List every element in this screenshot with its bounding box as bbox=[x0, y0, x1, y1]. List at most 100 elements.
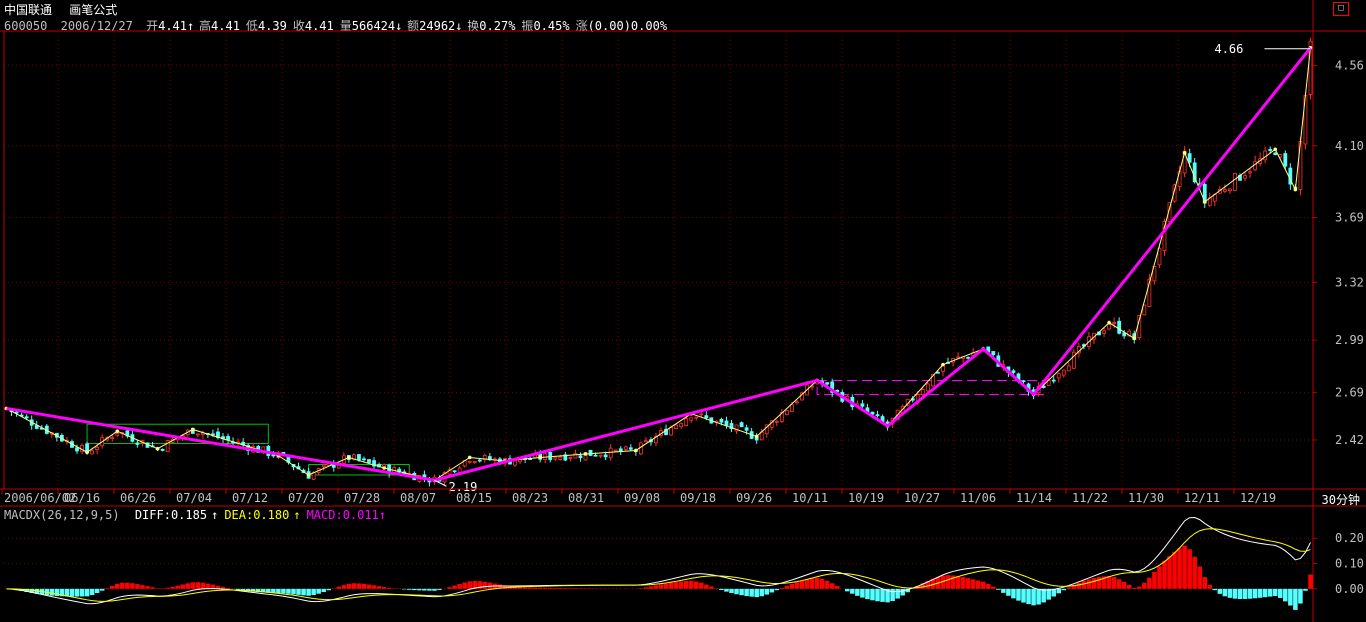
quote-value: 0.27% bbox=[479, 19, 516, 33]
candle bbox=[553, 457, 558, 462]
x-tick-label: 12/11 bbox=[1184, 491, 1220, 505]
candlestick-series bbox=[4, 37, 1313, 487]
candle bbox=[1142, 304, 1147, 316]
candle-body bbox=[1157, 247, 1162, 266]
title-line: 中国联通 画笔公式 bbox=[4, 1, 117, 18]
candle-body bbox=[588, 449, 593, 456]
candle bbox=[1056, 372, 1061, 383]
quote-item: 量566424↓ bbox=[340, 19, 403, 33]
y-tick-label: 3.32 bbox=[1335, 275, 1364, 289]
x-tick-label: 07/28 bbox=[344, 491, 380, 505]
candle bbox=[618, 446, 623, 456]
candle-body bbox=[628, 447, 633, 450]
candle-body bbox=[452, 470, 457, 473]
trend-series: 2.19 4.66 bbox=[6, 42, 1312, 494]
candle bbox=[679, 422, 684, 429]
candle bbox=[1263, 146, 1268, 164]
candle bbox=[1066, 362, 1071, 372]
candle-body bbox=[24, 416, 29, 419]
consolidation-box bbox=[86, 423, 269, 444]
candle-body bbox=[1061, 369, 1066, 376]
macd-dea-value: DEA:0.180 bbox=[224, 508, 290, 522]
zigzag-point bbox=[1132, 336, 1137, 341]
candle-body bbox=[1056, 373, 1061, 379]
zigzag-point bbox=[634, 448, 638, 453]
y-tick-label: 4.10 bbox=[1335, 139, 1364, 153]
x-tick-label: 12/19 bbox=[1240, 491, 1276, 505]
candle bbox=[875, 410, 880, 418]
candle bbox=[920, 386, 925, 398]
candle-body bbox=[734, 424, 739, 432]
candle-body bbox=[790, 404, 794, 412]
quote-item: 低4.39 bbox=[246, 19, 287, 33]
candle bbox=[110, 434, 115, 442]
candle bbox=[135, 439, 140, 448]
candle-body bbox=[110, 436, 115, 439]
candle-body bbox=[135, 442, 140, 445]
candle-body bbox=[1112, 322, 1117, 324]
diff-line bbox=[6, 517, 1311, 605]
y-tick-label: 2.99 bbox=[1335, 333, 1364, 347]
candle bbox=[1061, 369, 1066, 378]
candle-body bbox=[563, 454, 568, 461]
candle bbox=[1071, 348, 1076, 370]
up-arrow-icon: ↑ bbox=[187, 19, 195, 33]
candle-body bbox=[699, 413, 704, 416]
candle bbox=[467, 460, 472, 464]
formula-name[interactable]: 画笔公式 bbox=[69, 3, 118, 17]
candle bbox=[1283, 150, 1288, 170]
y-tick-label: 2.69 bbox=[1335, 386, 1364, 400]
candle bbox=[724, 416, 729, 429]
annotation-leader bbox=[434, 479, 447, 487]
candle bbox=[1182, 146, 1187, 178]
macd-y-tick-label: 0.20 bbox=[1335, 531, 1364, 545]
quote-item: 振0.45% bbox=[521, 19, 569, 33]
zigzag-point bbox=[190, 427, 195, 432]
candle bbox=[472, 461, 477, 464]
candle-body bbox=[1051, 379, 1056, 382]
zigzag-point bbox=[1182, 151, 1187, 155]
candle bbox=[784, 409, 789, 416]
candle-body bbox=[1283, 153, 1288, 167]
quote-value: 566424 bbox=[351, 19, 396, 33]
x-tick-label: 11/14 bbox=[1016, 491, 1052, 505]
candle-body bbox=[558, 456, 563, 460]
candle-body bbox=[936, 371, 940, 374]
x-tick-label: 09/08 bbox=[624, 491, 660, 505]
candle-body bbox=[623, 446, 628, 451]
quote-item: 高4.41 bbox=[199, 19, 240, 33]
candle bbox=[628, 444, 633, 451]
candle-body bbox=[115, 433, 120, 436]
candle-body bbox=[1122, 332, 1127, 337]
zigzag-series bbox=[4, 45, 1313, 483]
candle-body bbox=[1147, 278, 1152, 307]
candle-body bbox=[95, 446, 100, 451]
candle bbox=[165, 439, 170, 453]
macd-indicator-name[interactable]: MACDX(26,12,9,5) bbox=[4, 508, 120, 522]
period-label[interactable]: 30分钟 bbox=[1321, 493, 1360, 507]
zigzag-point bbox=[467, 455, 472, 460]
candle-body bbox=[1107, 323, 1111, 330]
x-tick-label: 08/07 bbox=[400, 491, 436, 505]
candle-body bbox=[925, 383, 930, 392]
macd-arrow-icon: ↑ bbox=[378, 508, 387, 522]
candle-body bbox=[200, 432, 205, 435]
candle-body bbox=[825, 382, 830, 385]
stock-code: 600050 bbox=[4, 19, 48, 33]
candle-body bbox=[1162, 221, 1167, 251]
candle-body bbox=[372, 460, 376, 467]
candle-body bbox=[1066, 365, 1071, 372]
candle-body bbox=[165, 440, 170, 453]
candle-body bbox=[860, 403, 865, 407]
maximize-button[interactable]: □ bbox=[1333, 2, 1349, 16]
zigzag-point bbox=[1293, 187, 1298, 192]
x-tick-label: 06/16 bbox=[64, 491, 100, 505]
zigzag-point bbox=[1273, 147, 1278, 152]
candle bbox=[689, 417, 694, 424]
candle bbox=[956, 352, 960, 360]
macd-y-tick-label: 0.00 bbox=[1335, 582, 1364, 596]
candle bbox=[568, 456, 573, 462]
candle bbox=[830, 378, 835, 398]
candle bbox=[321, 463, 326, 471]
